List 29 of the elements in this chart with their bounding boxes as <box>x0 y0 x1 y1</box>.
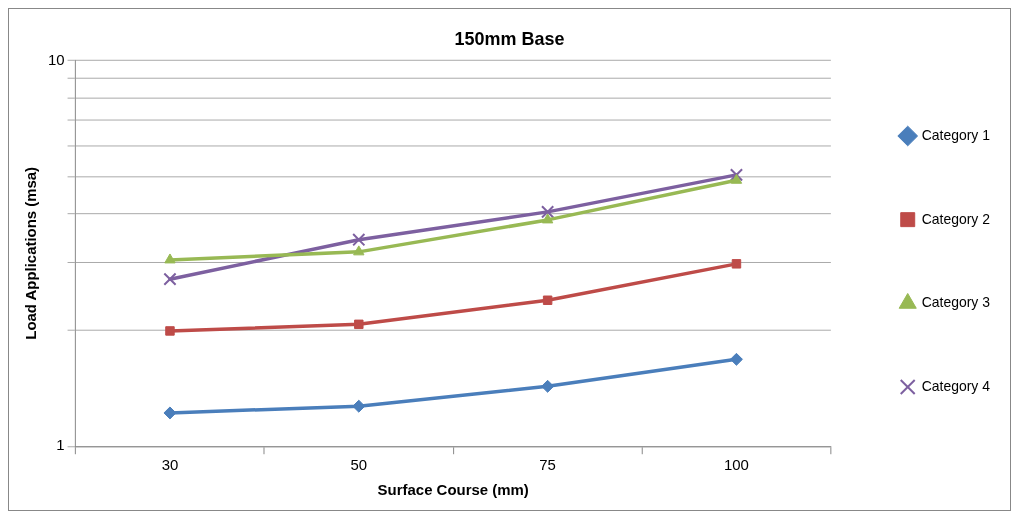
point <box>541 213 554 224</box>
x-tick-label: 100 <box>723 456 749 474</box>
point <box>352 399 366 413</box>
legend-label: Category 4 <box>921 377 991 394</box>
point <box>163 272 177 286</box>
legend-label: Category 1 <box>921 126 991 143</box>
point <box>542 295 553 305</box>
y-tick-label: 10 <box>47 50 65 68</box>
point <box>354 319 364 330</box>
legend-label: Category 2 <box>921 210 991 227</box>
point <box>540 205 555 219</box>
chart-title: 150mm Base <box>454 28 565 49</box>
x-axis-title: Surface Course (mm) <box>377 481 529 499</box>
point <box>729 168 744 182</box>
point <box>163 406 177 420</box>
y-axis-title: Load Applications (msa) <box>22 166 40 340</box>
point <box>729 352 743 366</box>
point <box>164 253 176 264</box>
point <box>731 259 742 269</box>
point <box>730 173 743 184</box>
point <box>165 326 175 336</box>
point <box>353 245 365 256</box>
x-tick-label: 75 <box>539 456 556 474</box>
point <box>541 379 555 393</box>
y-tick-label: 1 <box>56 436 65 454</box>
point <box>352 233 366 247</box>
x-tick-label: 50 <box>350 456 368 474</box>
x-tick-label: 30 <box>161 456 179 474</box>
legend-label: Category 3 <box>921 294 991 311</box>
